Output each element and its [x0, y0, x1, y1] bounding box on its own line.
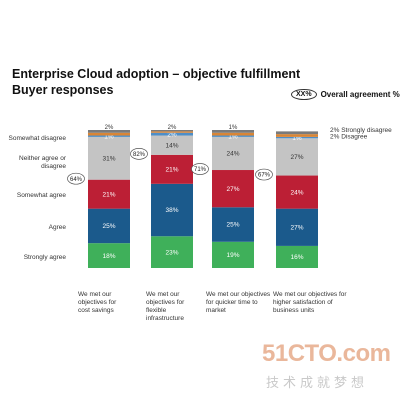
top-annotation: 2% — [105, 125, 114, 131]
row-label: Neither agree or disagree — [19, 155, 67, 170]
top-annotation: 2% — [168, 125, 177, 131]
bar-segment — [151, 130, 193, 132]
bar-segment — [212, 135, 254, 137]
data-label: 27% — [290, 224, 303, 231]
data-label: 31% — [102, 155, 115, 162]
data-label: 38% — [165, 207, 178, 214]
bar-segment — [88, 243, 130, 268]
bar-segment — [212, 130, 254, 133]
data-label: 1% — [104, 133, 114, 140]
category-label-3: We met our objectives for quicker time t… — [206, 291, 271, 314]
watermark-logo: 51CTO.com — [262, 340, 391, 367]
chart-title: Enterprise Cloud adoption – objective fu… — [12, 66, 300, 98]
data-label: 2% — [167, 131, 177, 138]
bar-segment — [276, 136, 318, 139]
right-annotation: 2% Disagree — [330, 134, 368, 141]
bar-segment — [88, 132, 130, 136]
data-label: 24% — [226, 151, 239, 158]
data-label: 21% — [102, 191, 115, 198]
row-label: Strongly agree — [24, 254, 67, 261]
row-label: Agree — [49, 224, 67, 231]
data-label: 27% — [226, 186, 239, 193]
bar-segment — [212, 170, 254, 208]
legend-marker: XX% — [291, 89, 317, 100]
category-label-4: We met our objectives for higher satisfa… — [273, 291, 347, 314]
overall-agreement-value: 64% — [70, 177, 83, 183]
bar-segment — [88, 130, 130, 133]
watermark-subtitle: 技术成就梦想 — [266, 376, 369, 391]
bar-segment — [151, 183, 193, 237]
bar-segment — [151, 135, 193, 155]
legend: XX% Overall agreement % — [291, 89, 400, 100]
bar-segment — [276, 175, 318, 209]
data-label: 16% — [290, 254, 303, 261]
bar-segment — [212, 207, 254, 242]
overall-agreement-value: 71% — [194, 167, 207, 173]
bar-segment — [151, 154, 193, 184]
data-label: 24% — [290, 189, 303, 196]
bar-segment — [212, 136, 254, 171]
bar-segment — [88, 135, 130, 137]
row-label: Somewhat agree — [17, 192, 67, 199]
category-label-1: We met our objectives for cost savings — [78, 291, 117, 314]
data-label: 21% — [165, 167, 178, 174]
data-label: 25% — [102, 223, 115, 230]
data-label: 18% — [102, 253, 115, 260]
bar-segment — [88, 179, 130, 209]
overall-agreement-oval — [255, 168, 273, 181]
data-label: 1% — [228, 133, 238, 140]
bar-segment — [276, 131, 318, 135]
bar-segment — [212, 241, 254, 268]
bar-segment — [88, 136, 130, 180]
legend-label: Overall agreement % — [320, 90, 400, 99]
data-label: 14% — [165, 142, 178, 149]
chart-title-line1: Enterprise Cloud adoption – objective fu… — [12, 67, 301, 81]
overall-agreement-oval — [130, 147, 148, 160]
overall-agreement-oval — [67, 172, 85, 185]
data-label: 23% — [165, 249, 178, 256]
data-label: 1% — [292, 135, 302, 142]
bar-segment — [276, 138, 318, 176]
data-label: 25% — [226, 222, 239, 229]
bar-segment — [151, 131, 193, 133]
overall-agreement-value: 67% — [258, 173, 271, 179]
bar-segment — [212, 132, 254, 136]
bar-segment — [151, 236, 193, 268]
data-label: 27% — [290, 154, 303, 161]
right-annotation: 2% Strongly disagree — [330, 127, 392, 134]
top-annotation: 1% — [229, 125, 238, 131]
overall-agreement-value: 82% — [133, 152, 146, 158]
bar-segment — [276, 245, 318, 268]
bar-segment — [276, 208, 318, 246]
category-label-2: We met our objectives for flexible infra… — [146, 291, 185, 322]
data-label: 19% — [226, 252, 239, 259]
bar-segment — [276, 134, 318, 137]
bar-segment — [88, 208, 130, 244]
row-label: Somewhat disagree — [9, 135, 67, 142]
overall-agreement-oval — [191, 163, 209, 175]
chart-title-line2: Buyer responses — [12, 83, 114, 97]
bar-segment — [151, 132, 193, 136]
